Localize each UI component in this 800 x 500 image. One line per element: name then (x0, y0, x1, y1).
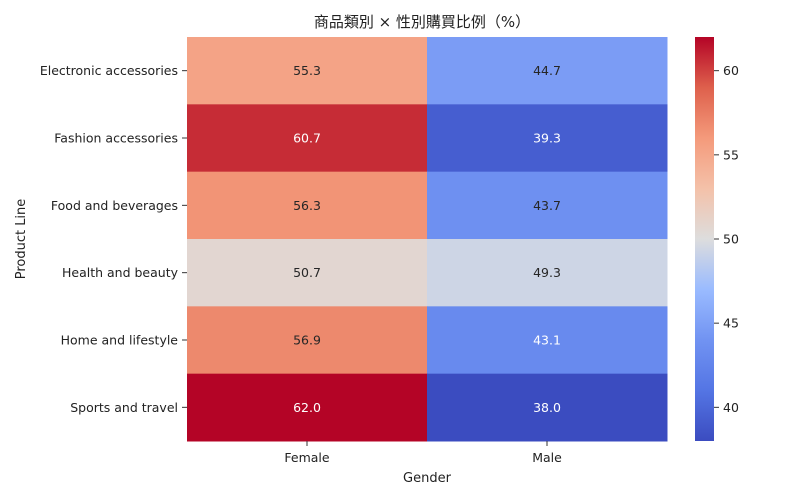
colorbar-ticks: 40 45 50 55 60 (714, 63, 739, 415)
cell-value-label: 49.3 (533, 265, 561, 280)
y-tick-label: Food and beverages (51, 198, 178, 213)
cell-value-label: 55.3 (293, 63, 321, 78)
colorbar (695, 37, 714, 441)
colorbar-tick-label: 50 (723, 232, 739, 247)
y-tick-label: Fashion accessories (54, 131, 178, 146)
x-axis-ticks: Female Male (284, 441, 562, 465)
x-tick-label: Male (532, 450, 562, 465)
y-tick-label: Electronic accessories (40, 63, 178, 78)
y-tick-label: Home and lifestyle (61, 333, 179, 348)
chart-title: 商品類別 × 性別購買比例（%） (314, 13, 530, 31)
x-tick-label: Female (284, 450, 330, 465)
y-axis-ticks: Electronic accessories Fashion accessorie… (40, 63, 187, 415)
x-axis-label: Gender (403, 471, 452, 486)
heatmap-cells: 55.3 44.7 60.7 39.3 56.3 43.7 50.7 49.3 56.9 43.1… (187, 37, 668, 442)
colorbar-tick-label: 55 (723, 147, 739, 162)
colorbar-tick-label: 40 (723, 400, 739, 415)
cell-value-label: 43.1 (533, 333, 561, 348)
cell-value-label: 43.7 (533, 198, 561, 213)
cell-value-label: 60.7 (293, 131, 321, 146)
cell-value-label: 38.0 (533, 400, 561, 415)
cell-value-label: 62.0 (293, 400, 321, 415)
y-axis-label: Product Line (14, 199, 29, 280)
colorbar-tick-label: 60 (723, 63, 739, 78)
y-tick-label: Health and beauty (62, 265, 179, 280)
cell-value-label: 50.7 (293, 265, 321, 280)
cell-value-label: 44.7 (533, 63, 561, 78)
cell-value-label: 56.9 (293, 333, 321, 348)
colorbar-tick-label: 45 (723, 316, 739, 331)
cell-value-label: 56.3 (293, 198, 321, 213)
cell-value-label: 39.3 (533, 131, 561, 146)
y-tick-label: Sports and travel (70, 400, 178, 415)
